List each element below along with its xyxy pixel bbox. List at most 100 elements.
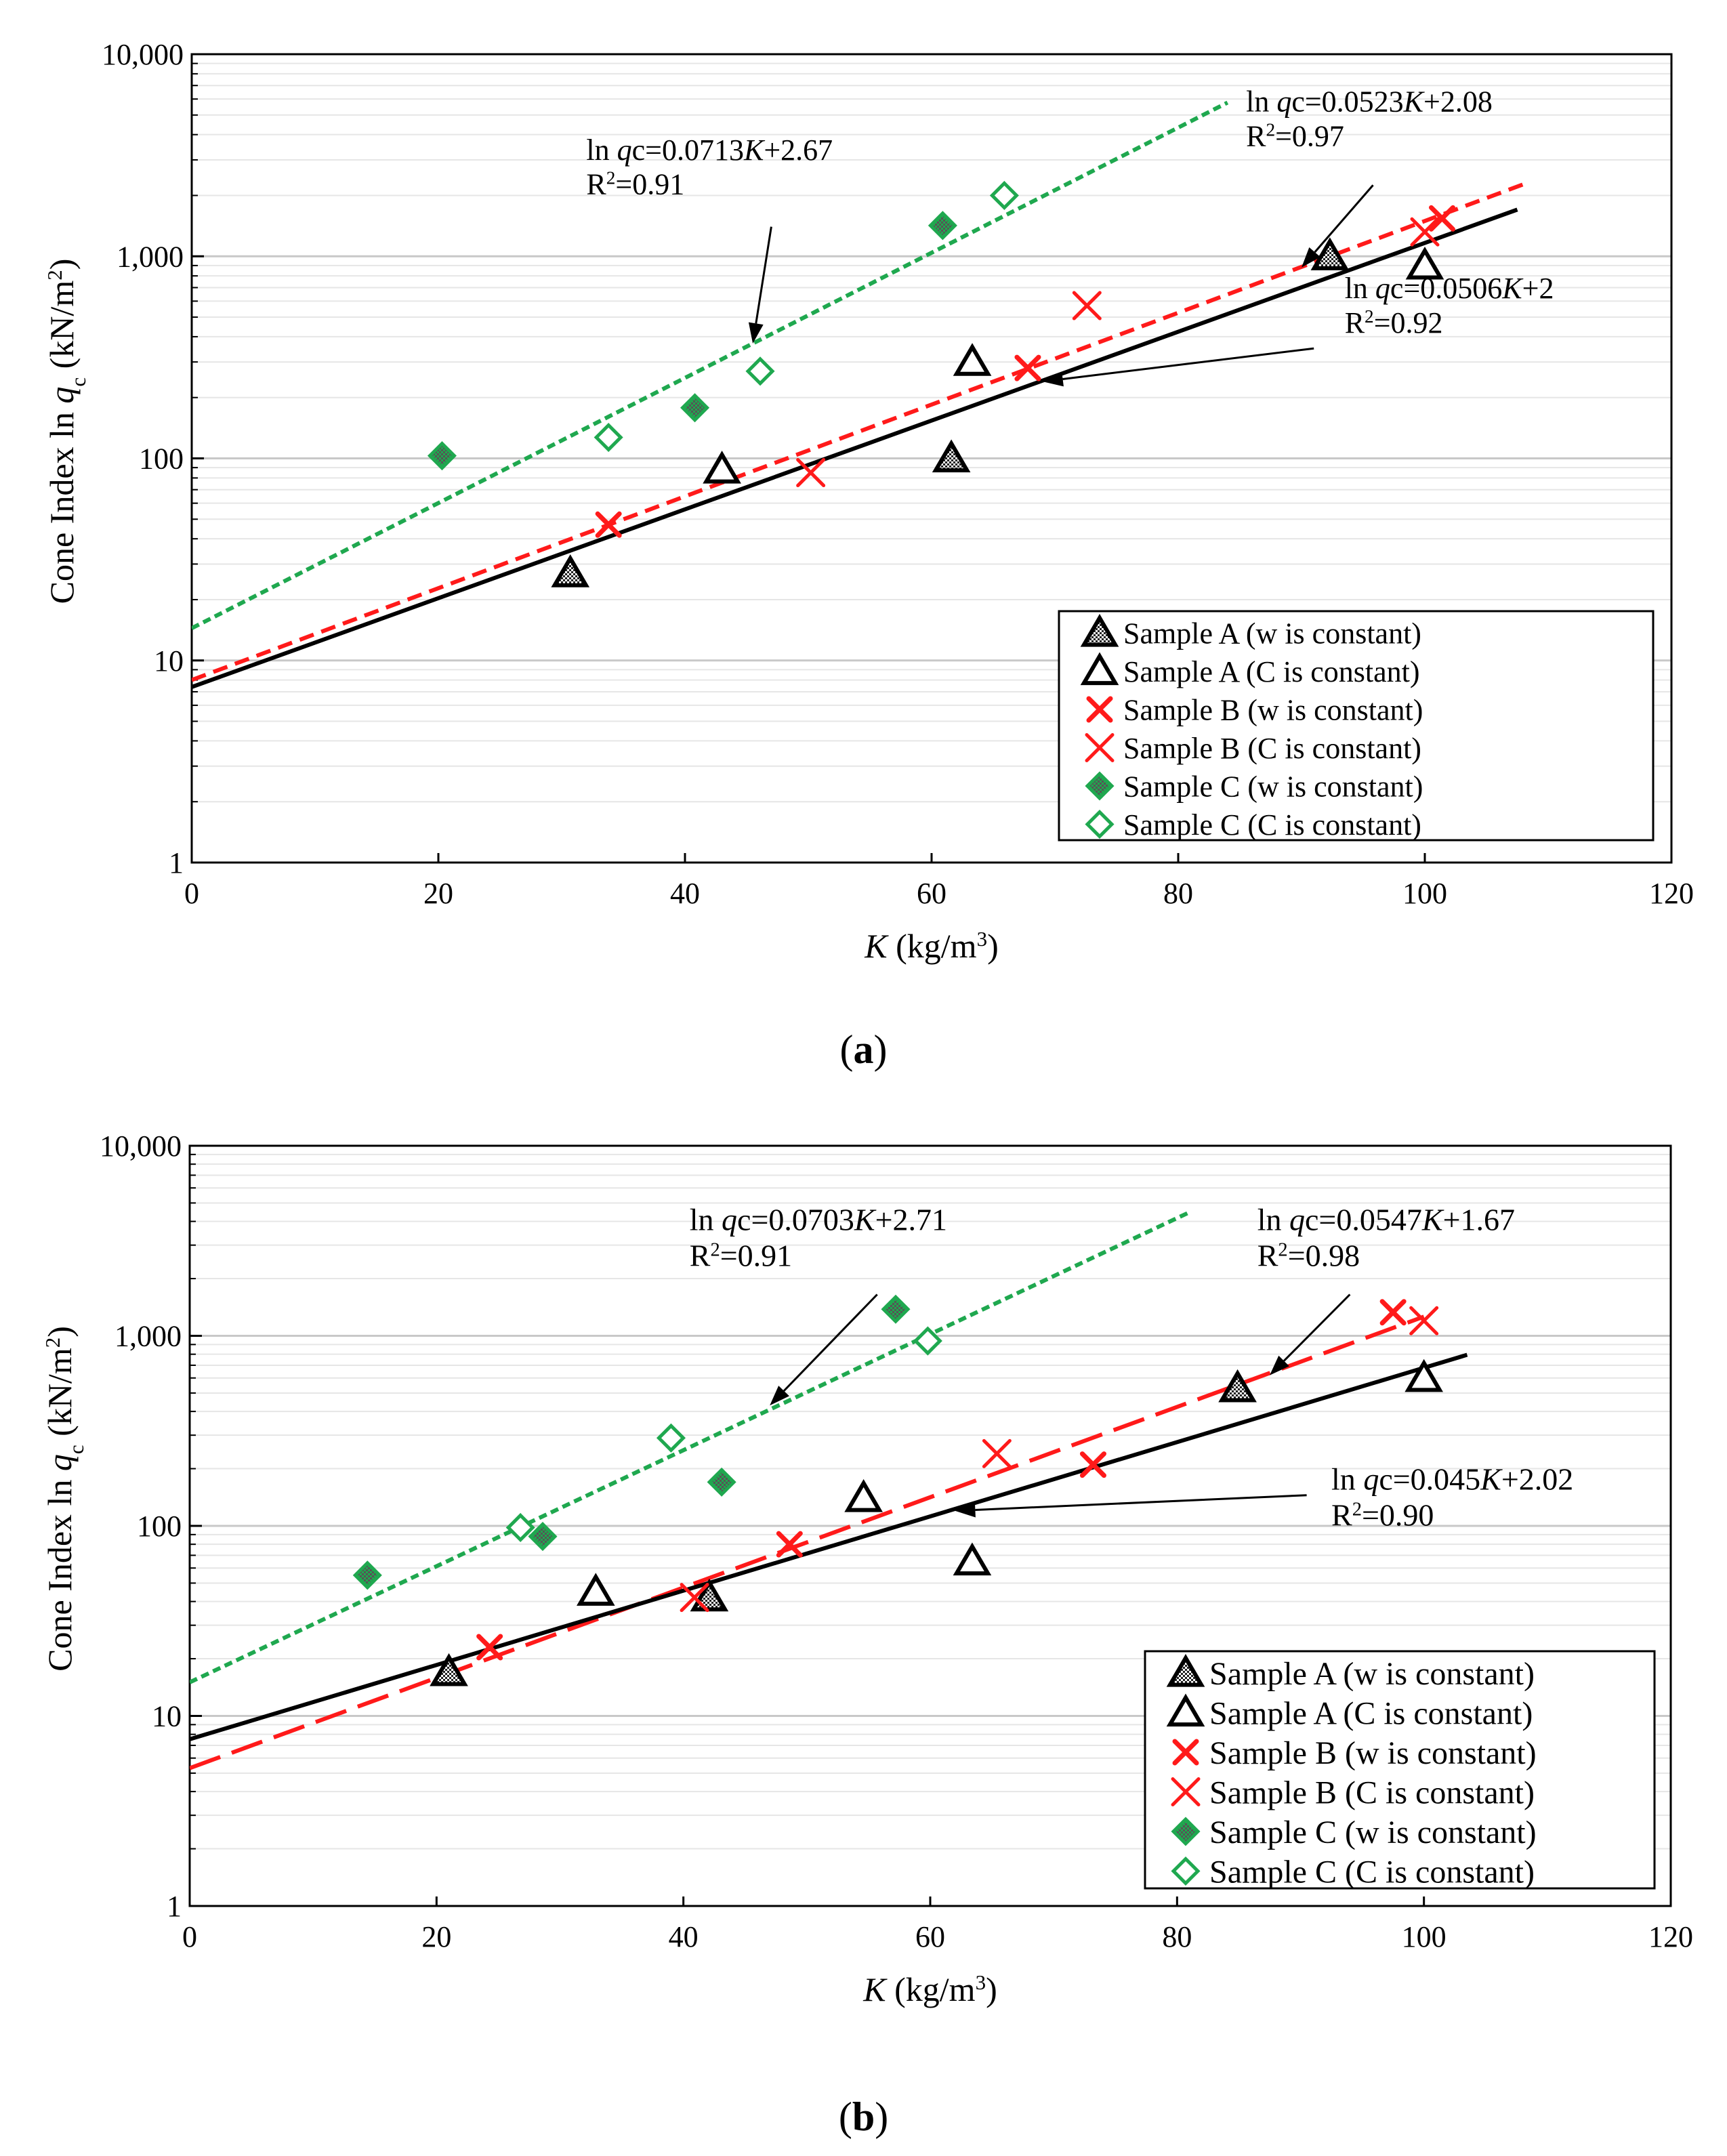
chart-a-annotation-equation: ln qc=0.0523K+2.08 — [1246, 85, 1493, 119]
chart-b-trendline-sample-c-fit — [190, 1210, 1190, 1684]
chart-a-legend-marker-A_w — [1080, 614, 1119, 647]
chart-a-annotation-arrow-line — [1314, 184, 1374, 253]
chart-a-trendline-sample-c-fit — [192, 100, 1229, 630]
chart-b-y-tick-label: 1,000 — [115, 1320, 182, 1353]
chart-a-point-C_w — [928, 211, 957, 241]
chart-a-x-tick-label: 0 — [184, 877, 199, 910]
chart-b-annotation-arrow-head — [955, 1502, 976, 1518]
chart-panel-a: 0 20 40 60 80 100 120 1 10 100 1,000 10,000 K (kg/m3… — [43, 38, 1694, 1072]
chart-b-trendlines — [190, 1210, 1468, 1770]
chart-a-annotation-equation: ln qc=0.0713K+2.67 — [586, 133, 833, 167]
chart-a-legend-marker-B_C-stroke-2 — [1085, 733, 1115, 762]
chart-b-point-B_w — [776, 1531, 803, 1558]
chart-a-annotation-r2: R2=0.92 — [1345, 306, 1443, 339]
chart-a-y-tick-label: 10 — [154, 644, 184, 678]
chart-b-annotation-r2: R2=0.98 — [1257, 1238, 1360, 1272]
chart-b-legend-box — [1144, 1650, 1656, 1890]
chart-a-trendline-sample-a-fit — [192, 207, 1518, 689]
chart-a-point-B_w — [1428, 205, 1455, 232]
chart-a-point-B_w — [595, 511, 622, 538]
chart-a-annotation-arrow-head — [748, 322, 764, 344]
chart-b-legend-marker-A_C — [1166, 1693, 1205, 1727]
chart-a-annotation-arrow-line — [755, 226, 772, 324]
chart-b-data-points — [352, 1294, 1443, 1686]
chart-a-legend-label-A_w: Sample A (w is constant) — [1123, 617, 1421, 650]
chart-b-y-axis-title: Cone Index ln qc (kN/m2) — [41, 1326, 88, 1672]
chart-b-y-tick-label: 1 — [167, 1890, 182, 1923]
chart-b-x-tick-label: 40 — [669, 1920, 699, 1953]
chart-b-x-tick-label: 0 — [182, 1920, 197, 1953]
chart-b-annotation-arrow-line — [783, 1293, 878, 1392]
chart-b-annotation-arrow-line — [975, 1494, 1307, 1511]
chart-b-trendline-sample-b-fit — [190, 1314, 1425, 1770]
chart-a-y-tick-label: 1,000 — [117, 240, 184, 273]
chart-b-point-A_C — [844, 1479, 883, 1512]
chart-b-point-B_C-stroke-2 — [1409, 1306, 1439, 1335]
chart-a-legend: Sample A (w is constant) Sample A (C is c… — [1058, 610, 1655, 842]
chart-a-point-A_C — [1405, 246, 1444, 280]
chart-a-point-C_w — [427, 441, 457, 471]
chart-b-legend-marker-B_w — [1172, 1739, 1199, 1766]
chart-a-annotation-arrow-line — [1062, 347, 1314, 380]
chart-b-point-B_C — [680, 1583, 709, 1613]
chart-b-annotation-arrow-head — [1269, 1355, 1289, 1375]
chart-b-annotation-r2: R2=0.91 — [690, 1238, 792, 1272]
chart-a-annotation-equation: ln qc=0.0506K+2 — [1345, 272, 1554, 305]
chart-a-legend-label-B_C: Sample B (C is constant) — [1123, 732, 1421, 765]
chart-a-point-A_w — [1310, 237, 1350, 270]
chart-a-x-tick-label: 120 — [1649, 877, 1694, 910]
chart-a-legend-label-A_C: Sample A (C is constant) — [1123, 655, 1420, 688]
chart-b-legend-marker-C_C — [1171, 1856, 1201, 1886]
chart-b-annotation-equation: ln qc=0.0703K+2.71 — [690, 1202, 947, 1237]
chart-a-trendline-sample-b-fit — [192, 182, 1524, 682]
chart-a-point-B_C — [796, 458, 826, 488]
chart-a-legend-label-B_w: Sample B (w is constant) — [1123, 693, 1423, 726]
chart-b-point-B_C — [1409, 1306, 1439, 1335]
chart-b-legend-label-C_C: Sample C (C is constant) — [1209, 1854, 1535, 1890]
chart-b-trendline-sample-a-fit — [190, 1352, 1468, 1741]
chart-a-y-tick-label: 100 — [139, 442, 184, 476]
chart-b-point-B_w — [1379, 1299, 1407, 1326]
chart-b-legend-label-B_C: Sample B (C is constant) — [1209, 1775, 1535, 1810]
chart-b-point-C_w — [881, 1294, 911, 1324]
chart-b-legend-label-A_C: Sample A (C is constant) — [1209, 1695, 1533, 1731]
chart-a-point-B_C — [1072, 291, 1102, 320]
chart-a-legend-marker-B_w-stroke-2 — [1086, 696, 1113, 723]
chart-b-point-C_C — [913, 1326, 942, 1356]
chart-a-point-B_C-stroke-2 — [1072, 291, 1102, 320]
chart-a-point-B_w-stroke-2 — [1014, 354, 1041, 381]
chart-b-point-C_w — [352, 1560, 382, 1590]
chart-b-annotation-r2: R2=0.90 — [1331, 1498, 1434, 1533]
chart-a-point-C_C — [989, 180, 1019, 211]
chart-b-point-C_w — [528, 1522, 558, 1552]
chart-b-legend-label-B_w: Sample B (w is constant) — [1209, 1735, 1537, 1771]
chart-b-x-axis-title: K (kg/m3) — [862, 1970, 997, 2009]
chart-b-annotation-arrow-line — [1283, 1293, 1351, 1362]
chart-a-x-tick-label: 100 — [1402, 877, 1447, 910]
chart-b-y-tick-label: 10,000 — [100, 1129, 182, 1163]
panel-label-b: (b) — [838, 2094, 889, 2139]
chart-b-point-C_C — [505, 1512, 535, 1542]
chart-a-legend-marker-B_C — [1085, 733, 1115, 762]
chart-a-x-axis-title: K (kg/m3) — [864, 927, 998, 966]
chart-a-x-tick-label: 60 — [917, 877, 946, 910]
chart-b-point-B_w-stroke-2 — [1079, 1451, 1106, 1478]
chart-a-point-B_C-stroke-2 — [796, 458, 826, 488]
chart-b-point-B_w — [1079, 1451, 1106, 1478]
chart-b-legend-marker-C_w — [1171, 1817, 1201, 1846]
chart-b-x-tick-label: 120 — [1648, 1920, 1693, 1953]
chart-a-point-C_w — [680, 393, 710, 423]
chart-a-x-tick-label: 20 — [423, 877, 453, 910]
chart-a-y-tick-label: 1 — [169, 846, 184, 879]
chart-b-y-tick-label: 10 — [152, 1700, 182, 1733]
chart-a-point-A_w — [932, 439, 971, 473]
chart-b-annotation-arrow-head — [770, 1386, 789, 1406]
chart-a-point-B_C — [1410, 217, 1440, 247]
chart-a-annotation-arrow-head — [1042, 371, 1064, 387]
chart-b-point-B_C — [982, 1438, 1012, 1468]
chart-b-point-B_C-stroke-2 — [680, 1583, 709, 1613]
chart-a-x-tick-label: 80 — [1163, 877, 1193, 910]
chart-b-legend: Sample A (w is constant)Sample A (C is c… — [1144, 1650, 1656, 1890]
chart-a-legend-box — [1058, 610, 1655, 842]
